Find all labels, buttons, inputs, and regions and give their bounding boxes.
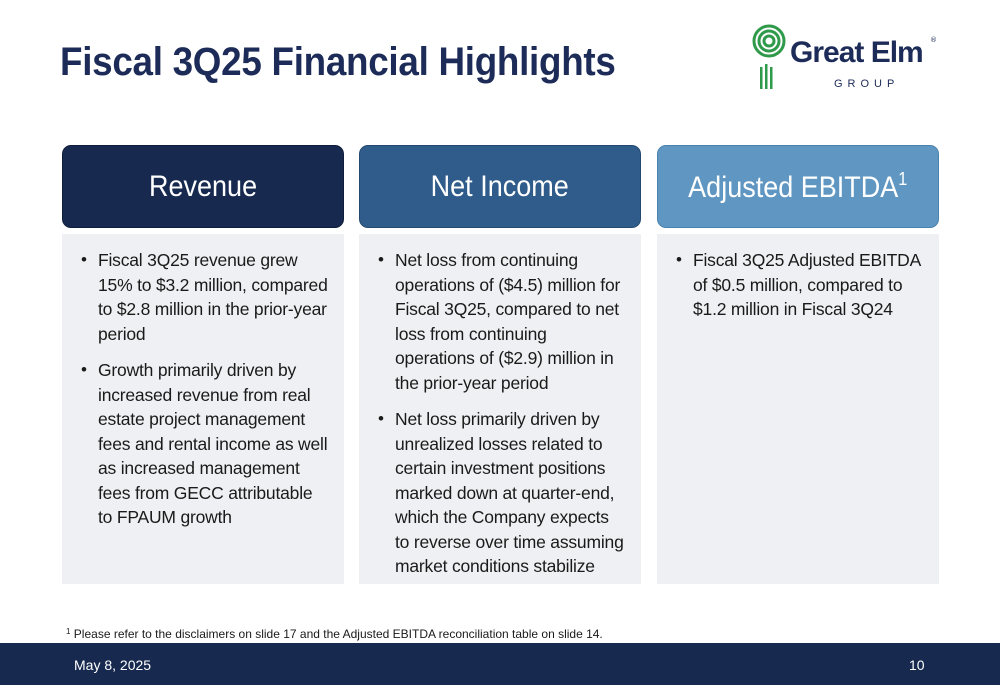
page-number: 10	[909, 657, 925, 673]
net-income-bullet-list: • Net loss from continuing operations of …	[377, 248, 627, 579]
footnote-number: 1	[66, 627, 71, 636]
net-income-column: Net Income • Net loss from continuing ope…	[359, 145, 641, 584]
revenue-column: Revenue • Fiscal 3Q25 revenue grew 15% to…	[62, 145, 344, 584]
bullet-icon: •	[378, 409, 384, 428]
revenue-heading: Revenue	[148, 169, 258, 203]
footnote-text: Please refer to the disclaimers on slide…	[73, 627, 603, 641]
slide-title: Fiscal 3Q25 Financial Highlights	[60, 40, 616, 84]
logo-registered-mark: ®	[930, 36, 937, 44]
bullet-icon: •	[81, 250, 87, 269]
bullet-icon: •	[81, 360, 87, 379]
footnote-marker: 1	[898, 168, 908, 189]
adjusted-ebitda-panel: • Fiscal 3Q25 Adjusted EBITDA of $0.5 mil…	[657, 234, 939, 584]
revenue-header: Revenue	[62, 145, 344, 228]
great-elm-logo: Great Elm ® GROUP	[752, 22, 942, 94]
logo-rings-icon	[752, 24, 786, 89]
adjusted-ebitda-heading: Adjusted EBITDA	[688, 170, 899, 204]
net-income-heading: Net Income	[430, 169, 570, 203]
adjusted-ebitda-header: Adjusted EBITDA1	[657, 145, 939, 228]
bullet-text: Fiscal 3Q25 Adjusted EBITDA of $0.5 mill…	[693, 250, 921, 319]
footnote: 1 Please refer to the disclaimers on sli…	[66, 627, 603, 641]
bullet-text: Net loss from continuing operations of (…	[395, 250, 621, 393]
adjusted-ebitda-column: Adjusted EBITDA1 • Fiscal 3Q25 Adjusted E…	[657, 145, 939, 584]
footer-bar: May 8, 2025 10	[0, 643, 1000, 685]
adjusted-ebitda-bullet-list: • Fiscal 3Q25 Adjusted EBITDA of $0.5 mil…	[675, 248, 925, 322]
bullet-item: • Fiscal 3Q25 revenue grew 15% to $3.2 mi…	[80, 248, 330, 346]
bullet-icon: •	[676, 250, 682, 269]
logo-wordmark: Great Elm	[790, 36, 924, 69]
bullet-text: Fiscal 3Q25 revenue grew 15% to $3.2 mil…	[98, 250, 328, 344]
bullet-item: • Growth primarily driven by increased re…	[80, 358, 330, 530]
bullet-text: Net loss primarily driven by unrealized …	[395, 409, 624, 576]
revenue-panel: • Fiscal 3Q25 revenue grew 15% to $3.2 mi…	[62, 234, 344, 584]
bullet-item: • Net loss primarily driven by unrealized…	[377, 407, 627, 579]
revenue-bullet-list: • Fiscal 3Q25 revenue grew 15% to $3.2 mi…	[80, 248, 330, 530]
footer-date: May 8, 2025	[74, 657, 152, 673]
bullet-item: • Net loss from continuing operations of …	[377, 248, 627, 395]
net-income-header: Net Income	[359, 145, 641, 228]
net-income-panel: • Net loss from continuing operations of …	[359, 234, 641, 584]
bullet-item: • Fiscal 3Q25 Adjusted EBITDA of $0.5 mil…	[675, 248, 925, 322]
logo-subtitle: GROUP	[834, 78, 900, 90]
bullet-icon: •	[378, 250, 384, 269]
bullet-text: Growth primarily driven by increased rev…	[98, 360, 328, 527]
